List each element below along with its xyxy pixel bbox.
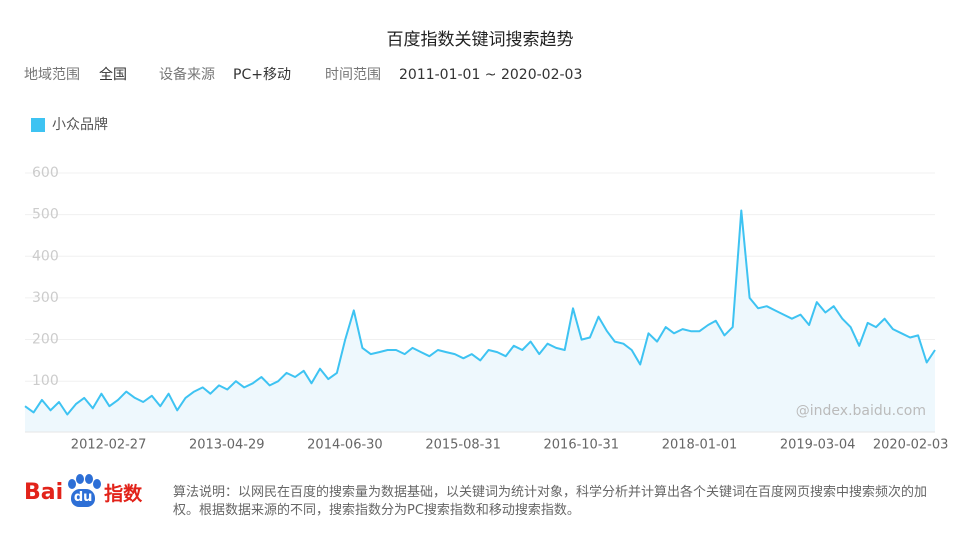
watermark: @index.baidu.com: [796, 403, 926, 419]
filter-label: 设备来源: [159, 66, 215, 83]
x-tick-label: 2014-06-30: [307, 438, 383, 453]
filter-label: 地域范围: [24, 66, 80, 83]
legend-swatch: [31, 118, 45, 132]
y-tick-label: 200: [32, 332, 59, 348]
y-tick-label: 300: [32, 290, 59, 306]
filter-label: 时间范围: [325, 66, 381, 83]
chart-title: 百度指数关键词搜索趋势: [387, 30, 574, 50]
filter-value: 全国: [99, 66, 127, 83]
filter-value: PC+移动: [233, 67, 291, 83]
line: [24, 209, 936, 416]
x-tick-label: 2016-10-31: [544, 438, 620, 453]
area: [25, 210, 935, 432]
y-tick-label: 600: [32, 165, 59, 181]
y-tick-label: 400: [32, 248, 59, 264]
filter-value: 2011-01-01 ~ 2020-02-03: [399, 67, 582, 83]
x-tick-label: 2015-08-31: [425, 438, 501, 453]
logo-text: du: [71, 489, 96, 507]
x-tick-label: 2013-04-29: [189, 438, 265, 453]
logo-text: Bai: [24, 479, 64, 505]
logo: Bai du 指数: [24, 472, 142, 512]
algorithm-note: 算法说明：以网民在百度的搜索量为数据基础，以关键词为统计对象，科学分析并计算出各…: [173, 485, 928, 518]
x-tick-label: 2019-03-04: [780, 438, 856, 453]
logo-text: 指数: [104, 482, 143, 505]
logo-paw: du: [64, 474, 102, 510]
legend-label: 小众品牌: [52, 116, 108, 133]
y-tick-label: 100: [32, 373, 59, 389]
x-tick-label: 2012-02-27: [71, 438, 147, 453]
y-tick-label: 500: [32, 207, 59, 223]
x-tick-label: 2018-01-01: [662, 438, 738, 453]
x-tick-label: 2020-02-03: [873, 438, 949, 453]
